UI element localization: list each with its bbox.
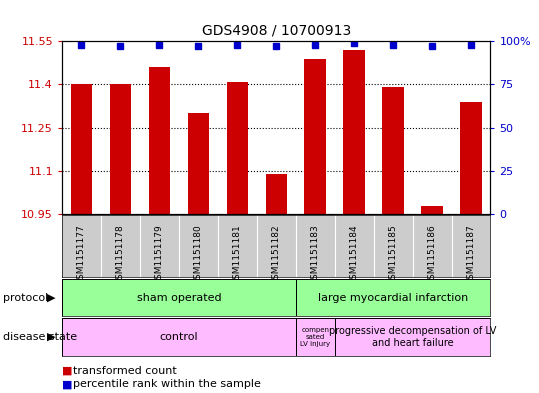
Bar	[305, 59, 326, 214]
Bar	[343, 50, 365, 214]
Text: GSM1151186: GSM1151186	[427, 224, 437, 285]
Text: progressive decompensation of LV
and heart failure: progressive decompensation of LV and hea…	[329, 326, 496, 348]
Bar	[188, 113, 209, 214]
Bar	[296, 279, 490, 316]
Bar	[149, 67, 170, 214]
Text: GSM1151183: GSM1151183	[310, 224, 320, 285]
Text: sham operated: sham operated	[136, 293, 221, 303]
Text: ▶: ▶	[47, 293, 56, 303]
Text: percentile rank within the sample: percentile rank within the sample	[73, 379, 261, 389]
Text: ▶: ▶	[47, 332, 56, 342]
Bar	[71, 84, 92, 214]
Text: GSM1151179: GSM1151179	[155, 224, 164, 285]
Bar	[296, 318, 335, 356]
Bar	[421, 206, 443, 214]
Bar	[335, 318, 490, 356]
Text: transformed count: transformed count	[73, 365, 176, 376]
Bar	[382, 87, 404, 214]
Bar	[62, 318, 296, 356]
Text: compen
sated
LV injury: compen sated LV injury	[300, 327, 330, 347]
Bar	[266, 174, 287, 214]
Text: control: control	[160, 332, 198, 342]
Text: GSM1151182: GSM1151182	[272, 224, 281, 285]
Text: large myocardial infarction: large myocardial infarction	[318, 293, 468, 303]
Bar	[226, 82, 248, 214]
Text: ■: ■	[62, 365, 72, 376]
Text: GSM1151178: GSM1151178	[116, 224, 125, 285]
Text: disease state: disease state	[3, 332, 77, 342]
Text: protocol: protocol	[3, 293, 48, 303]
Text: GSM1151187: GSM1151187	[467, 224, 475, 285]
Title: GDS4908 / 10700913: GDS4908 / 10700913	[202, 23, 351, 37]
Text: GSM1151181: GSM1151181	[233, 224, 242, 285]
Text: GSM1151185: GSM1151185	[389, 224, 398, 285]
Bar	[460, 102, 482, 214]
Text: ■: ■	[62, 379, 72, 389]
Text: GSM1151184: GSM1151184	[350, 224, 358, 285]
Bar	[110, 84, 131, 214]
Bar	[62, 279, 296, 316]
Text: GSM1151177: GSM1151177	[77, 224, 86, 285]
Text: GSM1151180: GSM1151180	[194, 224, 203, 285]
